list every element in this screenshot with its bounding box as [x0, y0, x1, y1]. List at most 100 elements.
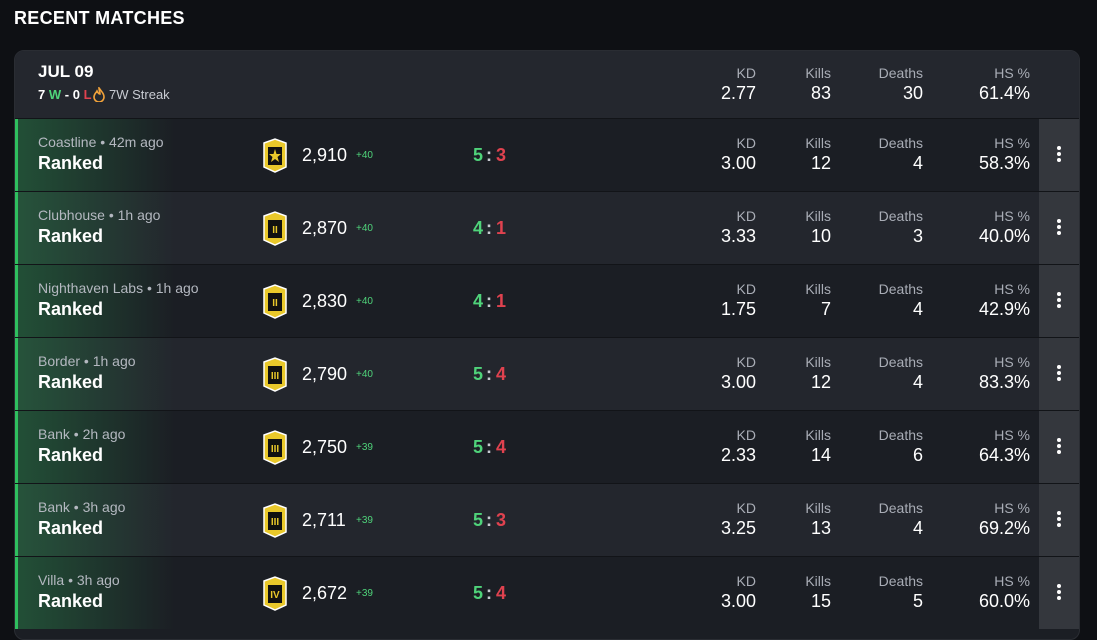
rating-delta: +39	[356, 442, 373, 453]
mode: Ranked	[38, 226, 104, 246]
stat-label: Deaths	[878, 573, 923, 589]
section-title: RECENT MATCHES	[14, 8, 185, 28]
rank-badge: IV	[263, 576, 287, 611]
score-separator: :	[486, 437, 492, 457]
mode: Ranked	[38, 518, 104, 538]
menu-dot	[1057, 590, 1061, 594]
stat-label: KD	[736, 573, 756, 589]
stat-label: Kills	[805, 208, 831, 224]
menu-dot	[1057, 596, 1061, 600]
mode: Ranked	[38, 372, 104, 392]
menu-dot	[1057, 377, 1061, 381]
stat-label: KD	[736, 354, 756, 370]
rating: 2,870	[302, 218, 348, 238]
menu-dot	[1057, 152, 1061, 156]
stat-value: 2.77	[720, 83, 756, 103]
score-for: 5	[473, 145, 484, 165]
stat-value: 4	[912, 518, 923, 538]
stat-value: 58.3%	[978, 153, 1030, 173]
score-separator: :	[486, 145, 492, 165]
row-menu[interactable]	[1039, 557, 1079, 629]
score-separator: :	[486, 218, 492, 238]
stat-value: 3.00	[720, 372, 756, 392]
rating: 2,910	[302, 145, 348, 165]
stat-value: 4	[912, 372, 923, 392]
menu-dot	[1057, 523, 1061, 527]
menu-dot	[1057, 444, 1061, 448]
mode: Ranked	[38, 299, 104, 319]
menu-dot	[1057, 231, 1061, 235]
rank-badge: II	[263, 284, 287, 319]
rank-tier: III	[271, 517, 280, 528]
match-row: Villa • 3h ago Ranked IV 2,672 +39 5:4 KD 3.00 K…	[15, 556, 1079, 629]
rating: 2,750	[302, 437, 348, 457]
date: JUL 09	[38, 62, 94, 81]
stat-label: KD	[736, 500, 756, 516]
score-separator: :	[486, 583, 492, 603]
stat-value: 12	[810, 153, 831, 173]
score-against: 4	[496, 437, 507, 457]
stat-value: 3.00	[720, 591, 756, 611]
stat-label: Deaths	[878, 281, 923, 297]
menu-dot	[1057, 298, 1061, 302]
menu-dot	[1057, 304, 1061, 308]
stat-label: KD	[736, 65, 756, 81]
match-row: Coastline • 42m ago Ranked 2,910 +40 5:3 KD 3.…	[15, 118, 1079, 191]
stat-label: Kills	[805, 573, 831, 589]
row-menu[interactable]	[1039, 265, 1079, 337]
stat-value: 12	[810, 372, 831, 392]
loss-mark: L	[83, 87, 92, 102]
rank-badge: II	[263, 211, 287, 246]
mode: Ranked	[38, 445, 104, 465]
losses: 0	[72, 87, 80, 102]
rating: 2,711	[302, 510, 346, 530]
menu-dot	[1057, 511, 1061, 515]
stat-label: KD	[736, 135, 756, 151]
score-for: 4	[473, 218, 484, 238]
rank-tier: II	[272, 225, 278, 236]
stat-label: Kills	[805, 500, 831, 516]
result-indicator	[15, 265, 175, 337]
stat-label: Deaths	[878, 427, 923, 443]
row-menu[interactable]	[1039, 192, 1079, 264]
rank-badge	[263, 138, 287, 173]
score-separator: :	[486, 510, 492, 530]
row-menu[interactable]	[1039, 338, 1079, 410]
stat-value: 7	[820, 299, 831, 319]
stat-label: HS %	[994, 500, 1030, 516]
result-indicator	[15, 119, 175, 191]
match-row: Bank • 2h ago Ranked III 2,750 +39 5:4 KD 2.33 K…	[15, 410, 1079, 483]
map-time: Nighthaven Labs • 1h ago	[38, 280, 199, 296]
stat-label: KD	[736, 427, 756, 443]
stat-label: Kills	[805, 354, 831, 370]
menu-dot	[1057, 371, 1061, 375]
stat-value: 61.4%	[978, 83, 1030, 103]
menu-dot	[1057, 517, 1061, 521]
map-time: Bank • 2h ago	[38, 426, 126, 442]
stat-value: 60.0%	[978, 591, 1030, 611]
separator: -	[64, 87, 70, 102]
menu-dot	[1057, 225, 1061, 229]
row-menu[interactable]	[1039, 119, 1079, 191]
summary-row: JUL 09 7 W - 0 L 7W Streak KD 2.77 Kills 83…	[15, 51, 1079, 118]
stat-value: 14	[810, 445, 831, 465]
stat-value: 10	[810, 226, 831, 246]
menu-dot	[1057, 450, 1061, 454]
rating-delta: +40	[356, 369, 373, 380]
matches-card: JUL 09 7 W - 0 L 7W Streak KD 2.77 Kills 83…	[14, 50, 1080, 640]
flame-icon	[93, 87, 105, 102]
score-against: 4	[496, 364, 507, 384]
map-time: Villa • 3h ago	[38, 572, 120, 588]
match-row: Border • 1h ago Ranked III 2,790 +40 5:4 KD 3.0…	[15, 337, 1079, 410]
stat-value: 1.75	[720, 299, 756, 319]
score-for: 5	[473, 437, 484, 457]
rating-delta: +40	[356, 296, 373, 307]
row-menu[interactable]	[1039, 411, 1079, 483]
stat-value: 4	[912, 153, 923, 173]
score-separator: :	[486, 291, 492, 311]
stat-value: 6	[912, 445, 923, 465]
map-time: Coastline • 42m ago	[38, 134, 164, 150]
menu-dot	[1057, 292, 1061, 296]
row-menu[interactable]	[1039, 484, 1079, 556]
rank-tier: III	[271, 371, 280, 382]
